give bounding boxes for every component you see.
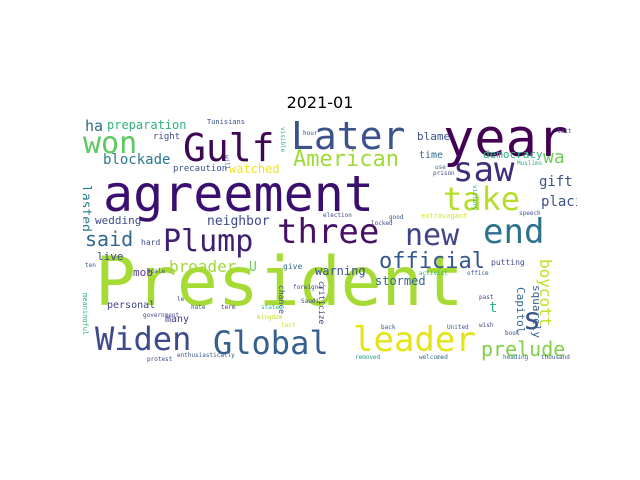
chart-title: 2021-01 — [286, 93, 354, 112]
word-prison: prison — [433, 170, 455, 177]
word-american: American — [293, 147, 399, 172]
word-protest: protest — [147, 356, 173, 363]
word-mob: mob — [133, 266, 153, 279]
word-three: three — [277, 212, 380, 252]
word-broader: broader — [169, 257, 237, 276]
word-lasted: lasted — [83, 185, 93, 232]
word-states: states — [261, 304, 283, 311]
word-victory: victory — [471, 185, 478, 211]
word-foreigner: foreigner — [293, 284, 326, 291]
word-give: give — [283, 262, 303, 271]
word-democracy: democracy — [483, 148, 543, 161]
word-extravagant: extravagant — [421, 212, 468, 220]
word-blame: blame — [417, 130, 451, 143]
word-kingdom: kingdom — [257, 314, 283, 321]
word-warning: warning — [315, 264, 366, 278]
word-ha: ha — [85, 117, 104, 135]
word-president: President — [95, 243, 464, 322]
word-saw: saw — [453, 150, 515, 190]
word-saudi: Saudi — [301, 298, 320, 305]
word-preparation: preparation — [107, 118, 187, 132]
word-united: United — [447, 324, 469, 331]
word-good: good — [389, 214, 404, 221]
word-book: book — [505, 330, 520, 337]
word-wish: wish — [479, 322, 494, 329]
word-welcomed: welcomed — [419, 354, 448, 361]
word-tunisians: Tunisians — [207, 118, 245, 126]
word-later: Later — [291, 117, 406, 158]
word-many: many — [165, 314, 190, 325]
word-prelude: prelude — [481, 337, 566, 361]
word-meaningful: meaningful — [83, 293, 89, 336]
word-last: last — [281, 322, 296, 329]
word-personal: personal — [107, 300, 156, 311]
word-gift: gift — [539, 174, 573, 190]
word-scale: scale — [147, 268, 166, 275]
word-will: will — [223, 155, 230, 170]
word-heading: heading — [503, 354, 529, 361]
word-stormed: stormed — [375, 274, 426, 288]
word-watched: watched — [229, 162, 280, 176]
word-live: live — [97, 250, 124, 263]
word-wedding: wedding — [95, 214, 142, 227]
word-t: t — [489, 300, 498, 316]
word-won: won — [83, 126, 138, 161]
word-gulf: Gulf — [183, 126, 275, 170]
word-year: year — [443, 117, 569, 169]
word-blockade: blockade — [103, 152, 171, 168]
word-capitol: Capitol — [514, 287, 527, 334]
word-use: use — [435, 164, 446, 171]
word-election: election — [323, 212, 352, 219]
word-thousand: thousand — [541, 354, 570, 361]
word-time: time — [419, 150, 444, 161]
word-plump: Plump — [163, 224, 254, 259]
word-cloud: President agreement year Later Gulf saw three t… — [83, 117, 577, 364]
word-le: le — [177, 296, 185, 303]
word-hate: hate — [191, 304, 206, 311]
word-said: said — [85, 227, 134, 251]
word-end: end — [483, 212, 545, 252]
word-enthusiastically: enthusiastically — [177, 352, 235, 359]
word-visible: visible — [279, 127, 286, 153]
word-take: take — [443, 180, 521, 218]
word-removed: removed — [355, 354, 381, 361]
word-text: text — [557, 128, 572, 135]
word-office: office — [467, 270, 489, 277]
word-government: government — [143, 312, 180, 319]
word-term: term — [221, 304, 236, 311]
word-u: U — [249, 260, 257, 275]
word-precaution: precaution — [173, 164, 228, 174]
word-placing: placing — [541, 194, 577, 210]
word-global: Global — [213, 324, 329, 362]
word-official: official — [379, 249, 485, 274]
word-agreement: agreement — [103, 165, 374, 223]
word-past: past — [479, 294, 494, 301]
word-s: s — [523, 302, 542, 337]
word-new: new — [405, 218, 460, 253]
word-locked: locked — [371, 220, 393, 227]
word-speech: speech — [519, 210, 541, 217]
word-hard: hard — [141, 238, 161, 247]
word-wa: wa — [543, 147, 565, 168]
word-putting: putting — [491, 258, 525, 267]
word-back: back — [381, 324, 396, 331]
word-leader: leader — [353, 320, 476, 360]
word-activist: activist — [419, 270, 448, 277]
word-right: right — [153, 132, 181, 142]
word-hour: hour — [303, 130, 318, 137]
word-neighbor: neighbor — [207, 214, 270, 229]
word-ten: ten — [85, 262, 96, 269]
word-widen: Widen — [95, 320, 192, 358]
word-squarely: squarely — [530, 285, 543, 338]
word-muslims: Muslims — [517, 160, 543, 167]
